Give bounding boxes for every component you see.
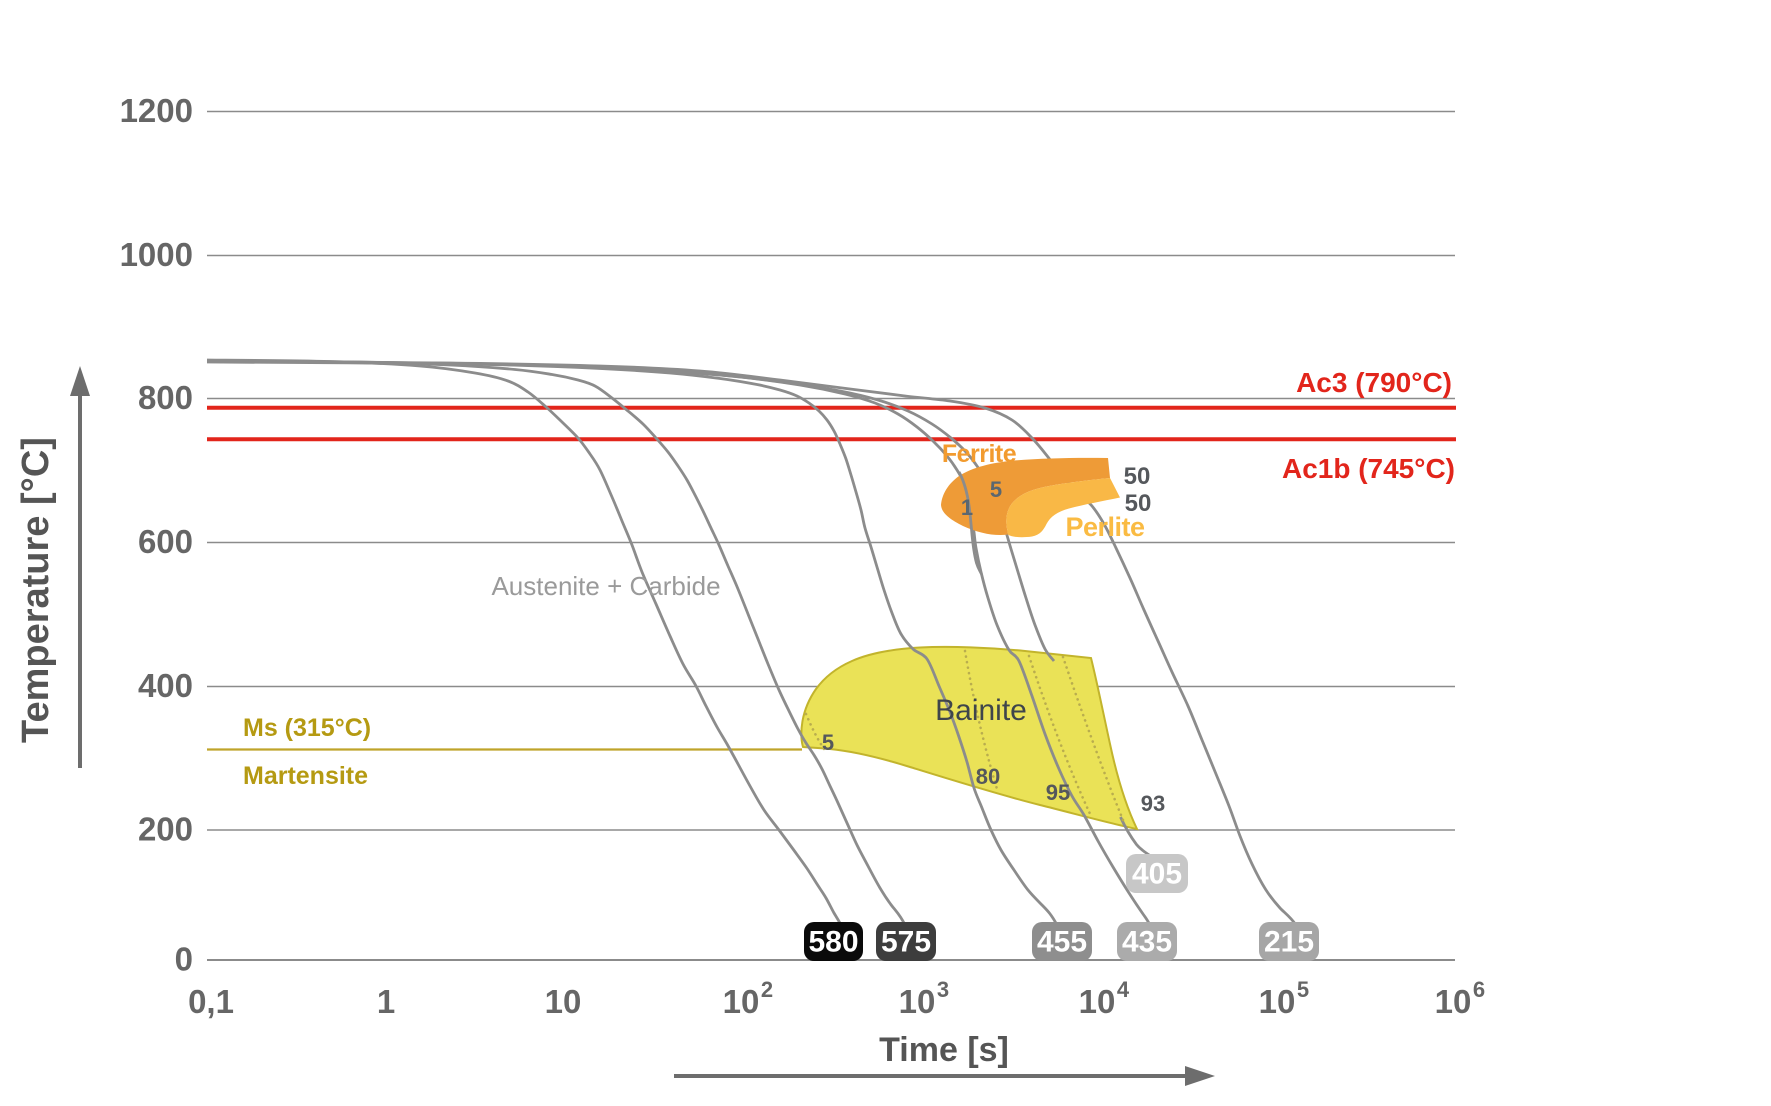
svg-text:4: 4: [1117, 977, 1130, 1002]
svg-text:1000: 1000: [120, 236, 193, 273]
svg-text:50: 50: [1124, 463, 1151, 490]
svg-text:10: 10: [1435, 983, 1472, 1020]
svg-text:0,1: 0,1: [188, 983, 234, 1020]
svg-text:575: 575: [881, 926, 931, 959]
svg-text:6: 6: [1473, 977, 1485, 1002]
svg-text:405: 405: [1132, 858, 1182, 891]
svg-text:10: 10: [1079, 983, 1116, 1020]
svg-text:Time [s]: Time [s]: [879, 1031, 1009, 1069]
svg-text:1: 1: [377, 983, 395, 1020]
svg-text:95: 95: [1046, 780, 1070, 805]
svg-text:200: 200: [138, 811, 193, 848]
svg-text:10: 10: [545, 983, 582, 1020]
svg-text:455: 455: [1037, 926, 1087, 959]
svg-text:5: 5: [822, 730, 834, 755]
svg-text:50: 50: [1125, 490, 1152, 517]
svg-text:10: 10: [899, 983, 936, 1020]
svg-text:400: 400: [138, 667, 193, 704]
svg-text:Ac3 (790°C): Ac3 (790°C): [1296, 367, 1452, 398]
svg-text:215: 215: [1264, 926, 1314, 959]
svg-text:Martensite: Martensite: [243, 762, 368, 790]
svg-text:93: 93: [1141, 791, 1165, 816]
svg-text:1: 1: [961, 495, 973, 520]
svg-text:435: 435: [1122, 926, 1172, 959]
svg-text:Perlite: Perlite: [1065, 512, 1145, 542]
svg-text:Ms (315°C): Ms (315°C): [243, 714, 371, 742]
svg-text:3: 3: [937, 977, 949, 1002]
svg-text:80: 80: [976, 764, 1000, 789]
svg-text:5: 5: [1297, 977, 1309, 1002]
svg-text:Temperature [°C]: Temperature [°C]: [15, 437, 57, 743]
svg-text:800: 800: [138, 379, 193, 416]
svg-text:580: 580: [808, 926, 858, 959]
svg-text:600: 600: [138, 523, 193, 560]
svg-text:0: 0: [175, 941, 193, 978]
svg-text:Ferrite: Ferrite: [942, 440, 1017, 468]
svg-text:2: 2: [761, 977, 773, 1002]
svg-text:10: 10: [723, 983, 760, 1020]
svg-text:10: 10: [1259, 983, 1296, 1020]
svg-text:Ac1b (745°C): Ac1b (745°C): [1282, 453, 1455, 484]
svg-text:5: 5: [990, 477, 1002, 502]
svg-text:Bainite: Bainite: [935, 694, 1027, 727]
svg-text:Austenite + Carbide: Austenite + Carbide: [491, 571, 720, 601]
svg-text:1200: 1200: [120, 92, 193, 129]
